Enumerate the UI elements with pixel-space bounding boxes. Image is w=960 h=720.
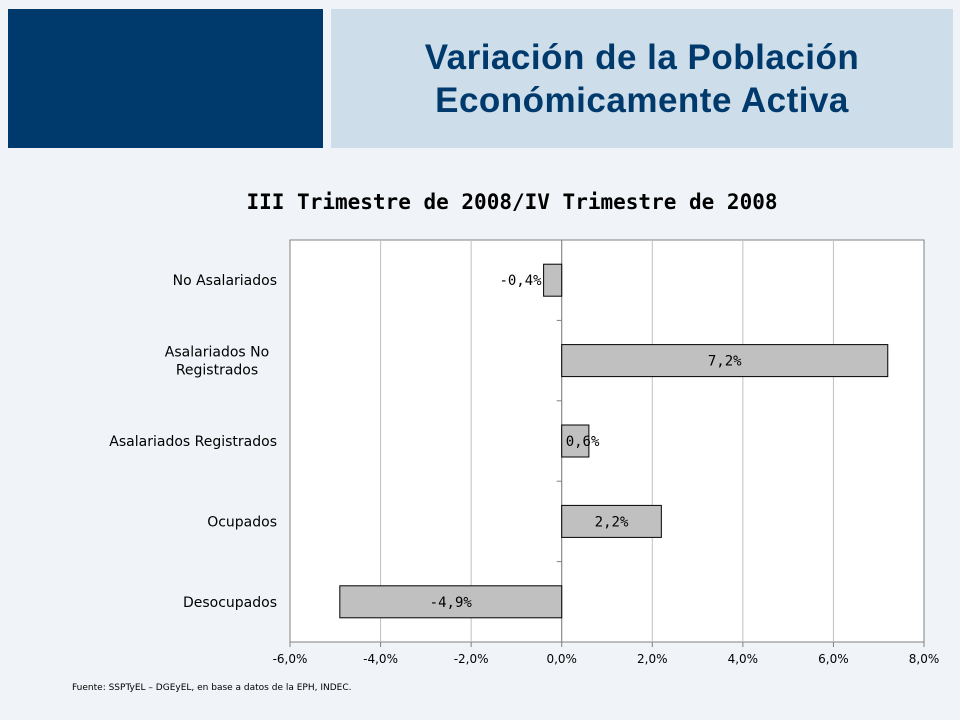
category-label: Asalariados No (165, 345, 269, 361)
data-label: 0,6% (566, 434, 600, 450)
data-label: 2,2% (595, 514, 629, 530)
data-label: -4,9% (430, 595, 473, 611)
data-label: -0,4% (499, 273, 542, 289)
slide-title-line-2: Económicamente Activa (435, 80, 849, 120)
slide-title-box: Variación de la Población Económicamente… (331, 9, 953, 148)
category-label: No Asalariados (173, 273, 277, 289)
data-label: 7,2% (708, 354, 742, 370)
plot-area (289, 239, 925, 643)
header-color-block (8, 9, 323, 148)
bar (561, 424, 590, 458)
category-label: Asalariados Registrados (109, 434, 277, 450)
x-tick-label: 0,0% (546, 652, 577, 666)
x-tick-label: -6,0% (273, 652, 308, 666)
bar (561, 344, 889, 378)
x-tick-label: 8,0% (909, 652, 940, 666)
chart-title: III Trimestre de 2008/IV Trimestre de 20… (246, 190, 778, 214)
x-tick-label: 2,0% (637, 652, 668, 666)
bar (543, 263, 563, 297)
source-note: Fuente: SSPTyEL – DGEyEL, en base a dato… (72, 683, 352, 693)
category-label: Registrados (176, 363, 258, 379)
x-tick-label: 4,0% (728, 652, 759, 666)
slide-title-line-1: Variación de la Población (424, 37, 860, 77)
bar (561, 504, 662, 538)
x-tick-label: 6,0% (818, 652, 849, 666)
x-tick-label: -2,0% (454, 652, 489, 666)
bar (339, 585, 563, 619)
x-tick-label: -4,0% (363, 652, 398, 666)
category-label: Desocupados (183, 595, 277, 611)
category-label: Ocupados (207, 514, 277, 530)
